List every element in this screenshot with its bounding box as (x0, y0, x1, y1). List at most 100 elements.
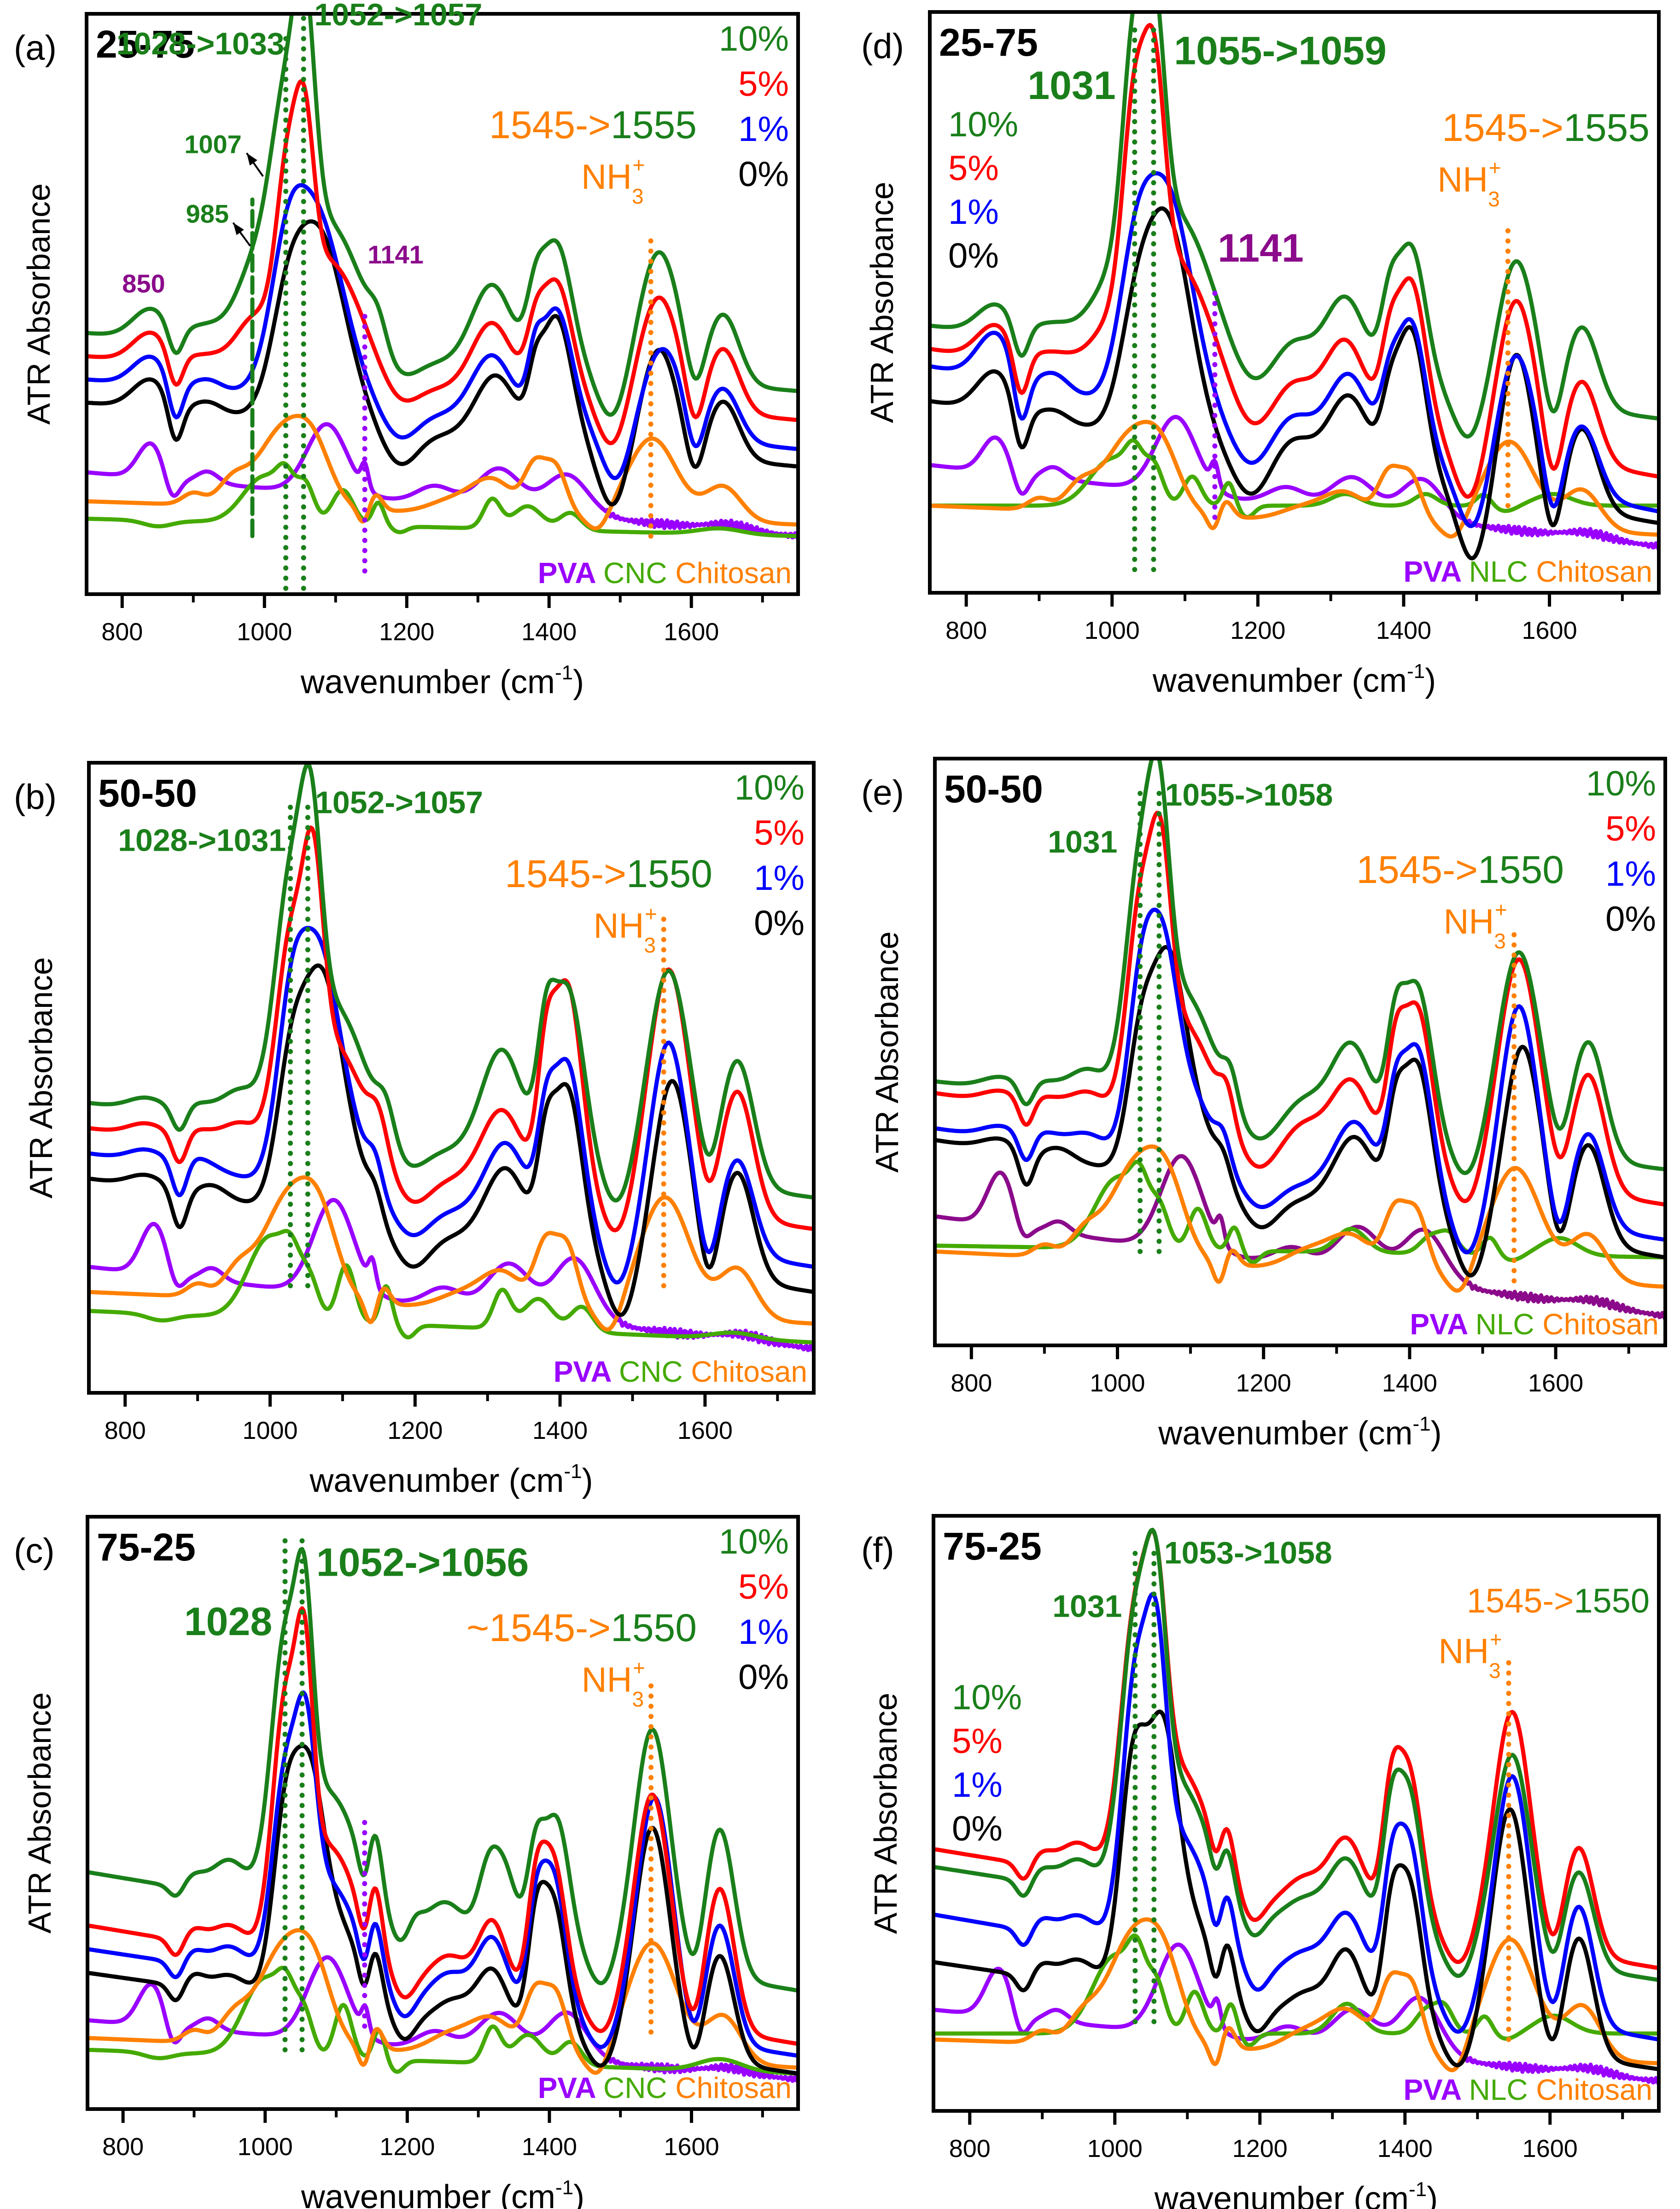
x-tick-label: 800 (105, 1417, 146, 1444)
x-tick-label: 1600 (1528, 1369, 1583, 1397)
x-axis-label: wavenumber (cm-1) (1158, 1413, 1441, 1452)
peak-annotation: 1055->1059 (1174, 29, 1387, 73)
peak-annotation: 1053->1058 (1164, 1535, 1332, 1570)
x-tick-label: 1200 (379, 2133, 435, 2161)
ratio-label: 75-25 (97, 1525, 196, 1569)
component-legend-chitosan: Chitosan (691, 1355, 807, 1388)
x-tick-label: 1000 (242, 1417, 298, 1444)
series-line-1pct (933, 1592, 1659, 2042)
x-tick-label: 1200 (387, 1417, 443, 1444)
legend-entry-0pct: 0% (952, 1809, 1003, 1848)
component-legend-pva: PVA (538, 556, 603, 590)
series-line-10pct (87, 14, 798, 417)
nh3-label: NH3+ (1437, 156, 1501, 211)
peak-annotation: 1031 (1027, 64, 1115, 108)
legend-entry-1pct: 1% (738, 1613, 789, 1652)
plot-frame (86, 1515, 800, 2111)
series-line-10pct (935, 759, 1665, 1175)
legend-entry-10pct: 10% (719, 1522, 789, 1561)
legend-entry-5pct: 5% (738, 1567, 789, 1607)
plot-frame (928, 10, 1661, 595)
y-axis-label: ATR Absorbance (868, 1693, 904, 1934)
legend-entry-0pct: 0% (948, 236, 999, 275)
component-legend: PVA CNC Chitosan (538, 2071, 792, 2104)
series-line-1pct (930, 171, 1659, 528)
x-tick-label: 1600 (677, 1417, 733, 1444)
series-line-5pct (88, 1606, 798, 2046)
spectra-group (88, 1547, 798, 2084)
nh3-shift-label: 1545->1550 (505, 852, 712, 895)
series-line-10pct (88, 1547, 798, 1993)
component-legend: PVA CNC Chitosan (554, 1355, 807, 1388)
panel-letter: (c) (14, 1531, 55, 1571)
legend-entry-5pct: 5% (1605, 809, 1656, 848)
x-tick-label: 800 (951, 1369, 992, 1397)
x-tick-label: 1400 (522, 2133, 577, 2161)
x-tick-label: 1600 (1522, 2135, 1578, 2162)
legend-entry-1pct: 1% (754, 859, 805, 898)
panel-b: 800 1000 1200 1400 1600 wavenumber (cm-1) ATR … (14, 761, 816, 1499)
series-line-chitosan (87, 414, 798, 531)
series-line-10pct (933, 1528, 1659, 1982)
x-tick-label: 1200 (1232, 2135, 1288, 2162)
y-axis-label: ATR Absorbance (869, 931, 905, 1173)
x-tick-label: 1000 (1090, 1369, 1145, 1397)
series-line-cnc (88, 1965, 798, 2076)
spectra-group (933, 1528, 1659, 2085)
panel-letter: (a) (14, 29, 57, 68)
series-line-1pct (935, 907, 1665, 1255)
x-axis-label: wavenumber (cm-1) (301, 2176, 584, 2209)
series-line-pva (933, 1942, 1659, 2085)
panel-letter: (d) (861, 27, 904, 66)
series-line-1pct (89, 926, 814, 1285)
component-legend-pva: PVA (1410, 1308, 1475, 1341)
series-line-chitosan (935, 1144, 1665, 1293)
x-tick-label: 800 (101, 618, 143, 646)
ratio-label: 25-75 (939, 21, 1038, 64)
spectra-group (87, 14, 798, 540)
peak-annotation: 1052->1057 (315, 785, 483, 820)
component-legend-chitosan: Chitosan (1542, 1308, 1659, 1341)
x-tick-label: 1200 (379, 618, 434, 646)
series-line-5pct (933, 1528, 1659, 1970)
ratio-label: 50-50 (944, 767, 1043, 811)
series-line-pva (87, 422, 798, 540)
x-tick-label: 1400 (1382, 1369, 1437, 1397)
component-legend: PVA NLC Chitosan (1410, 1308, 1659, 1341)
concentration-legend: 10% 5% 1% 0% (952, 1678, 1022, 1848)
x-tick-label: 1000 (1087, 2135, 1143, 2162)
nh3-label: NH3+ (1444, 898, 1507, 953)
legend-entry-10pct: 10% (952, 1678, 1022, 1717)
concentration-legend: 10% 5% 1% 0% (1586, 764, 1656, 939)
component-legend: PVA NLC Chitosan (1403, 2073, 1652, 2106)
peak-annotation: 1141 (1218, 226, 1304, 270)
peak-annotation: 1055->1058 (1165, 777, 1333, 812)
spectra-group (930, 12, 1659, 561)
series-line-0pct (930, 206, 1659, 561)
panel-c: 800 1000 1200 1400 1600 wavenumber (cm-1) ATR … (14, 1515, 800, 2209)
ratio-label: 50-50 (98, 771, 197, 815)
peak-annotation: 1028 (184, 1600, 272, 1644)
nh3-shift-label: 1545->1550 (1467, 1582, 1650, 1620)
concentration-legend: 10% 5% 1% 0% (735, 768, 805, 943)
concentration-legend: 10% 5% 1% 0% (719, 1522, 789, 1697)
concentration-legend: 10% 5% 1% 0% (948, 105, 1018, 275)
legend-entry-1pct: 1% (948, 193, 999, 232)
series-line-0pct (87, 219, 798, 507)
x-tick-label: 1400 (532, 1417, 588, 1444)
panel-letter: (f) (861, 1531, 894, 1570)
peak-annotation: 1028->1031 (118, 823, 286, 858)
x-axis-label: wavenumber (cm-1) (300, 661, 584, 701)
plot-frame (85, 12, 800, 596)
component-legend-chitosan: Chitosan (1536, 2073, 1652, 2106)
component-legend-cnc: CNC (603, 2071, 675, 2104)
series-line-5pct (930, 23, 1659, 499)
nh3-label: NH3+ (582, 1656, 645, 1711)
legend-entry-0pct: 0% (738, 1658, 789, 1697)
legend-entry-0pct: 0% (1605, 900, 1656, 939)
nh3-label: NH3+ (594, 902, 657, 957)
x-tick-label: 1600 (1522, 617, 1577, 644)
series-line-10pct (930, 12, 1659, 439)
nh3-shift-label: 1545->1550 (1356, 848, 1564, 891)
